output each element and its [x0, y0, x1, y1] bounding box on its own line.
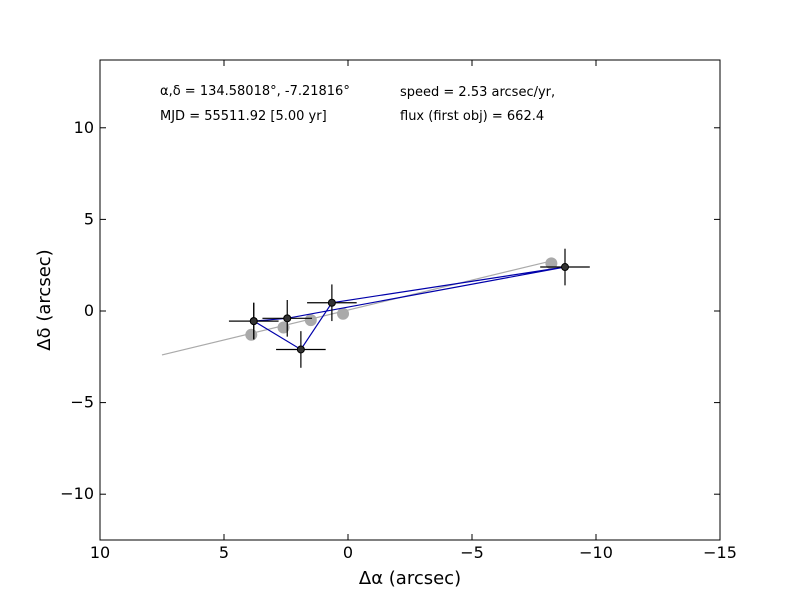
observation-point: [327, 298, 336, 307]
model-point: [545, 257, 558, 270]
flux-annotation: flux (first obj) = 662.4: [400, 109, 544, 124]
model-point: [337, 307, 350, 320]
observation-point: [283, 314, 292, 323]
y-tick-label: −5: [70, 393, 94, 412]
x-axis-label: Δα (arcsec): [359, 568, 461, 589]
x-tick-label: 10: [90, 543, 110, 562]
y-axis-label: Δδ (arcsec): [34, 249, 55, 350]
fit-line: [161, 260, 550, 356]
coordinates-annotation: α,δ = 134.58018°, -7.21816°: [160, 84, 350, 99]
x-tick-label: 0: [343, 543, 353, 562]
observation-point: [249, 317, 258, 326]
y-tick-label: −10: [60, 484, 94, 503]
y-tick-label: 10: [74, 118, 94, 137]
observation-point: [561, 263, 569, 272]
x-tick-label: −10: [579, 543, 613, 562]
y-tick-label: 0: [84, 301, 94, 320]
speed-annotation: speed = 2.53 arcsec/yr,: [400, 85, 555, 100]
observation-point: [296, 345, 305, 354]
x-tick-label: −15: [703, 543, 737, 562]
model-point: [277, 321, 290, 334]
mjd-annotation: MJD = 55511.92 [5.00 yr]: [160, 109, 327, 124]
x-tick-label: −5: [460, 543, 484, 562]
y-tick-label: 5: [84, 209, 94, 228]
x-tick-label: 5: [219, 543, 229, 562]
plot-frame: [99, 59, 721, 541]
model-point: [245, 328, 258, 341]
model-point: [304, 314, 317, 327]
